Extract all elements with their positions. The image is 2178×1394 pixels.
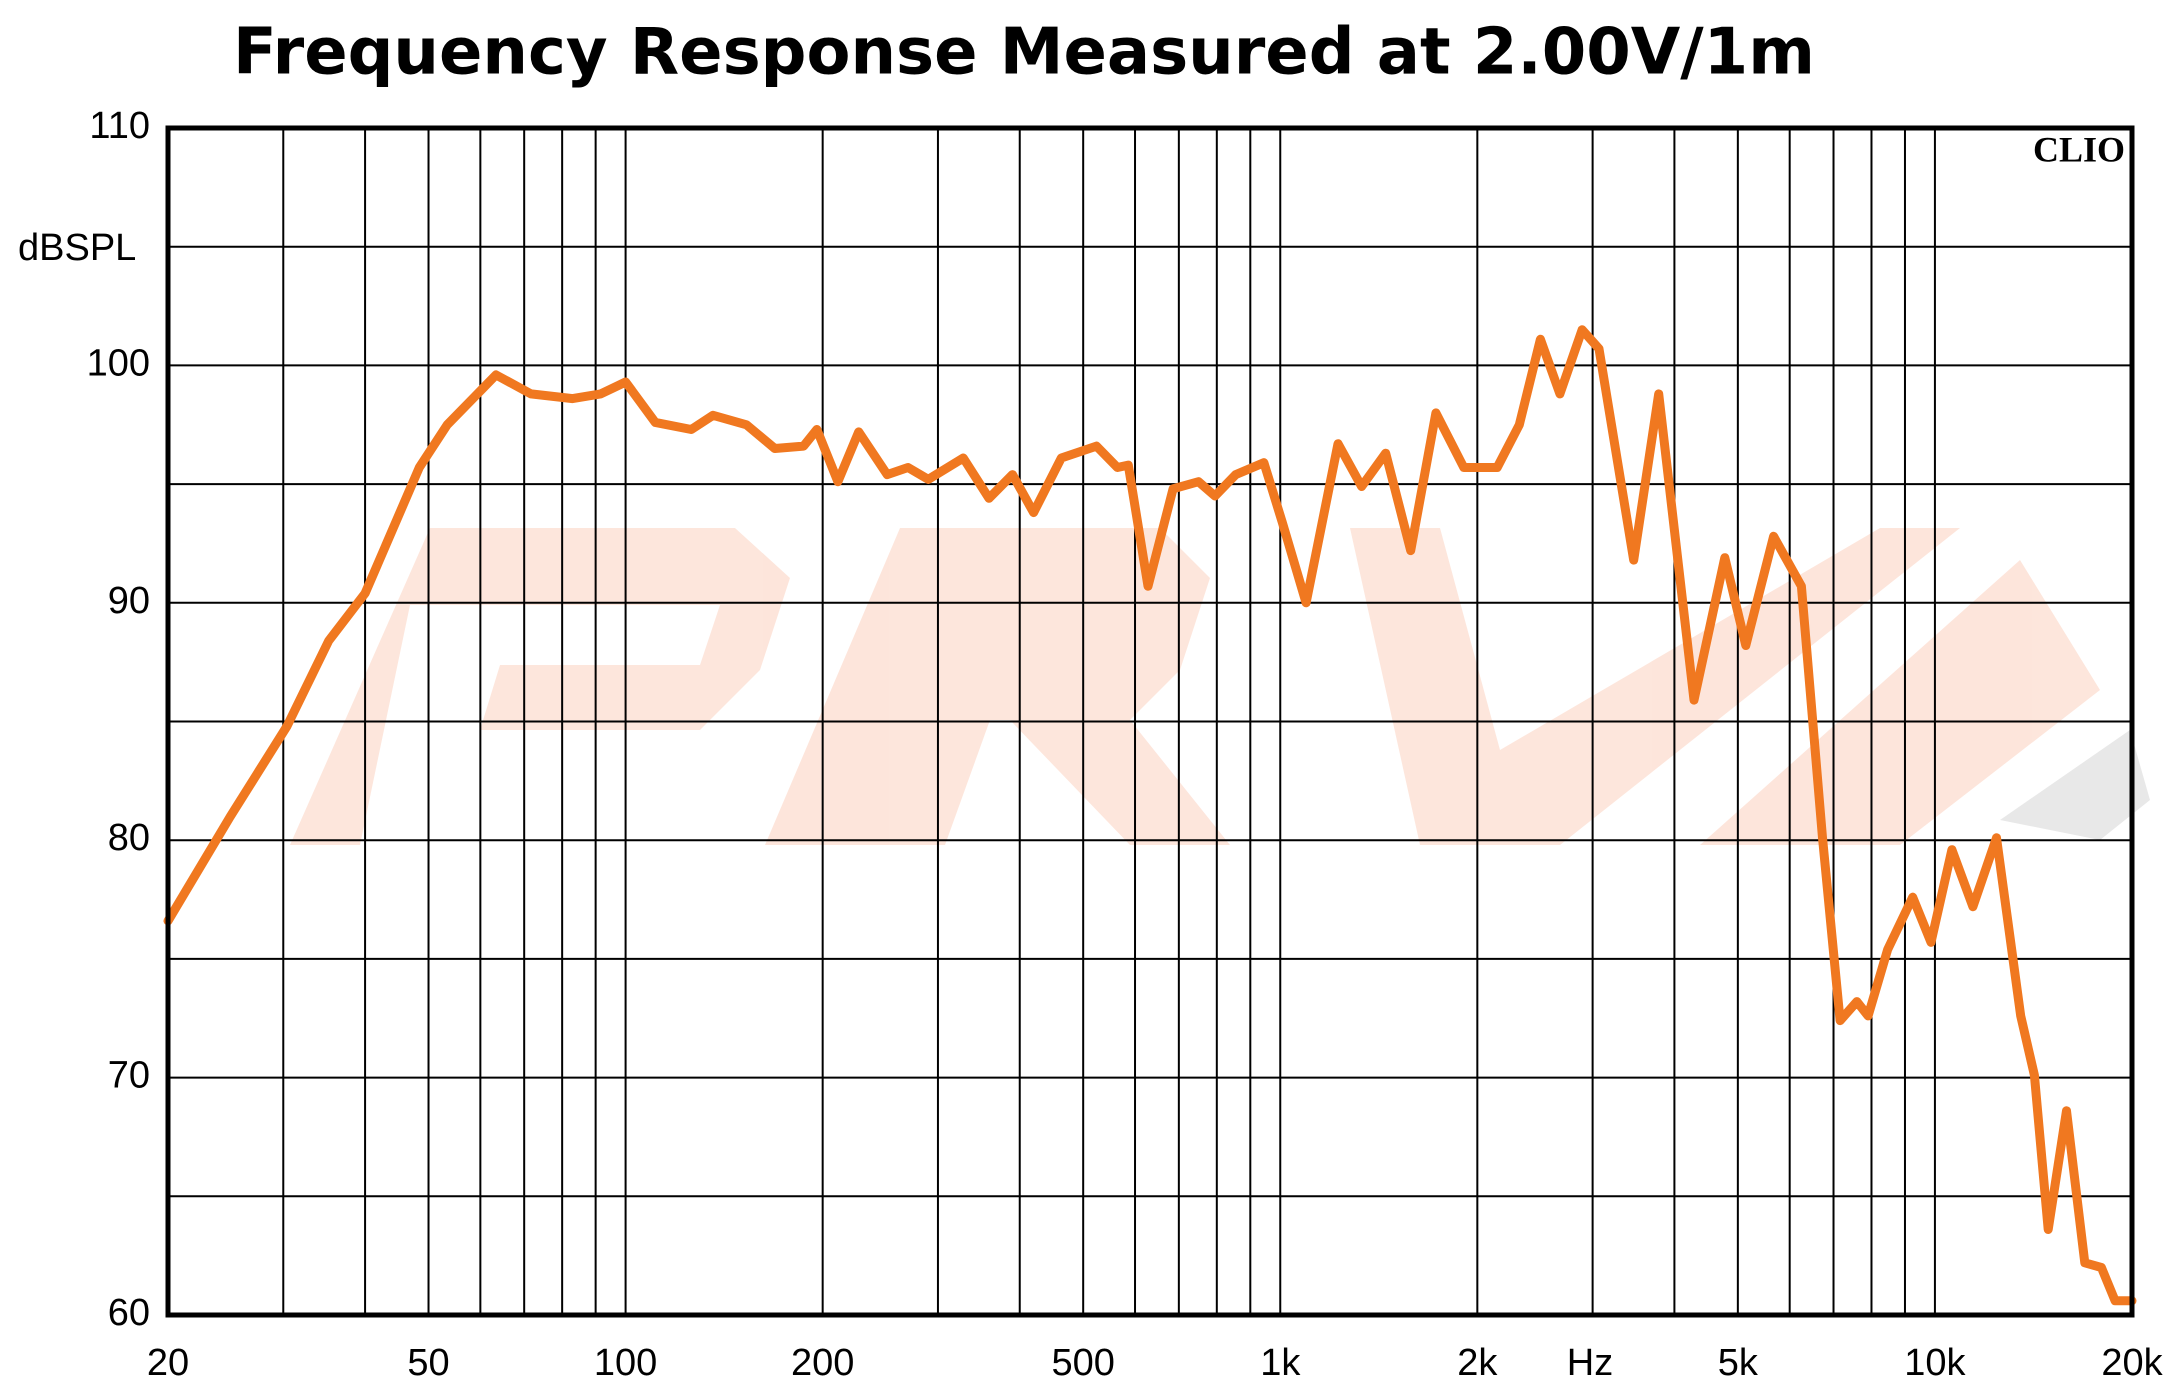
- x-tick-label: 100: [594, 1342, 657, 1384]
- y-tick-label: 70: [108, 1055, 150, 1097]
- x-tick-label: 50: [407, 1342, 449, 1384]
- watermark-logo: [2000, 730, 2150, 840]
- data-line: [163, 325, 2137, 1306]
- grid: [167, 127, 2133, 1316]
- x-axis-label: Hz: [1567, 1342, 1613, 1384]
- y-tick-label: 90: [108, 580, 150, 622]
- y-tick-label: 80: [108, 817, 150, 859]
- y-tick-label: 60: [108, 1292, 150, 1334]
- y-tick-label: 110: [89, 105, 150, 147]
- x-tick-label: 2k: [1457, 1342, 1498, 1384]
- y-tick-label: 100: [87, 342, 150, 384]
- x-tick-label: 500: [1051, 1342, 1114, 1384]
- x-tick-label: 5k: [1718, 1342, 1759, 1384]
- plot: [163, 325, 2137, 1306]
- x-tick-label: 10k: [1904, 1342, 1966, 1384]
- y-axis-label: dBSPL: [18, 227, 136, 269]
- plot-frame: [165, 125, 2135, 1318]
- chart-title: Frequency Response Measured at 2.00V/1m: [233, 16, 1815, 90]
- x-tick-label: 1k: [1260, 1342, 1301, 1384]
- x-tick-label: 20: [147, 1342, 189, 1384]
- watermark-text: CLIO: [2033, 129, 2125, 169]
- x-tick-label: 20k: [2101, 1342, 2163, 1384]
- x-tick-label: 200: [791, 1342, 854, 1384]
